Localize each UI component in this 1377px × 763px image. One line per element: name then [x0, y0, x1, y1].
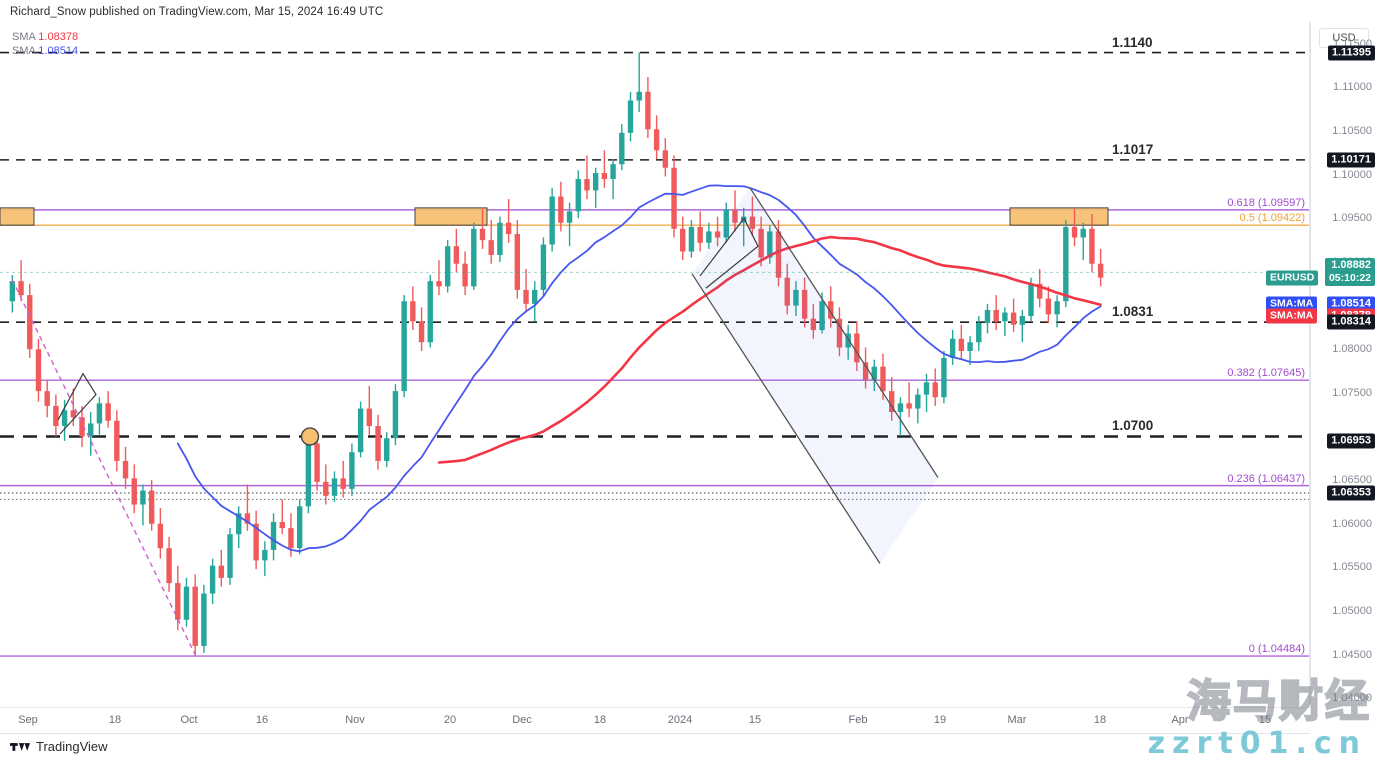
- time-axis[interactable]: Sep 18 Oct 16 Nov 20 Dec 18 2024 15 Feb 19 Mar 18 Apr 1…: [0, 708, 1310, 734]
- badge-countdown: 05:10:22: [1328, 272, 1371, 285]
- series-tag-eurusd[interactable]: EURUSD: [1266, 270, 1319, 286]
- price-tick: 1.10500: [1332, 125, 1372, 138]
- time-tick: Mar: [1007, 714, 1027, 726]
- tradingview-logo-text: TradingView: [36, 739, 108, 754]
- time-tick: 15: [1258, 714, 1272, 726]
- time-tick: 2024: [667, 714, 693, 726]
- time-tick: 20: [443, 714, 457, 726]
- price-tick: 1.11000: [1333, 81, 1372, 94]
- time-tick: 18: [108, 714, 122, 726]
- chart-pane[interactable]: SMA 1.08378 SMA 1.08514 1.1140 1.1017 1.…: [0, 22, 1310, 708]
- time-tick: Apr: [1171, 714, 1189, 726]
- time-tick: 18: [593, 714, 607, 726]
- price-tick: 1.06000: [1332, 517, 1372, 530]
- legend-sma-slow-value: 1.08378: [38, 31, 79, 43]
- fib-label-0618: 0.618 (1.09597): [1227, 196, 1305, 209]
- price-axis[interactable]: USD 1.11500 1.11000 1.10500 1.10000 1.09500 1…: [1310, 22, 1377, 708]
- price-tick: 1.05000: [1332, 605, 1372, 617]
- price-tick: 1.04500: [1332, 648, 1372, 661]
- price-badge-1-06353[interactable]: 1.06353: [1327, 485, 1375, 501]
- level-note-1-1017: 1.1017: [1112, 141, 1154, 157]
- price-tick: 1.09500: [1332, 212, 1372, 225]
- time-tick: Nov: [345, 714, 365, 726]
- series-tag-sma-ma[interactable]: SMA:MA: [1266, 296, 1318, 312]
- price-tick: 1.04000: [1332, 692, 1372, 705]
- fib-label-0382: 0.382 (1.07645): [1227, 367, 1305, 380]
- price-tick: 1.10000: [1332, 168, 1372, 181]
- tradingview-logo[interactable]: TradingView: [10, 739, 108, 754]
- legend-sma-fast-name: SMA: [12, 45, 36, 57]
- legend-row-sma-fast[interactable]: SMA 1.08514: [12, 44, 78, 58]
- time-tick: 15: [748, 714, 762, 726]
- candlestick-svg: [0, 51, 1309, 657]
- series-tag-sma-ma[interactable]: SMA:MA: [1266, 308, 1318, 324]
- price-tick: 1.07500: [1332, 386, 1372, 399]
- price-tick: 1.05500: [1332, 561, 1372, 574]
- legend-sma-fast-value: 1.08514: [38, 45, 79, 57]
- legend-row-sma-slow[interactable]: SMA 1.08378: [12, 30, 78, 44]
- price-badge-1-08514[interactable]: 1.08514: [1327, 296, 1375, 312]
- currency-selector[interactable]: USD: [1319, 28, 1369, 48]
- price-plot[interactable]: [0, 22, 1309, 707]
- time-tick: Dec: [512, 714, 532, 726]
- level-note-1-0831: 1.0831: [1112, 304, 1154, 320]
- time-tick: 16: [255, 714, 269, 726]
- price-tick: 1.08000: [1332, 343, 1372, 356]
- price-badge-1-11395[interactable]: 1.11395: [1327, 45, 1375, 61]
- time-tick: Sep: [18, 714, 38, 726]
- price-badge-1-08314[interactable]: 1.08314: [1327, 314, 1375, 330]
- price-badge-1-08882[interactable]: 1.08882 05:10:22: [1324, 258, 1375, 287]
- publisher-line: Richard_Snow published on TradingView.co…: [10, 6, 384, 18]
- fib-label-0: 0 (1.04484): [1248, 643, 1305, 656]
- price-badge-1-10171[interactable]: 1.10171: [1327, 152, 1375, 168]
- level-note-1-0700: 1.0700: [1112, 418, 1154, 434]
- price-badge-1-06953[interactable]: 1.06953: [1327, 433, 1375, 449]
- time-tick: Feb: [848, 714, 868, 726]
- candles: [9, 52, 1104, 657]
- badge-price: 1.08882: [1331, 259, 1371, 272]
- price-tick: 1.06500: [1332, 474, 1372, 487]
- indicator-legend: SMA 1.08378 SMA 1.08514: [12, 30, 78, 58]
- level-note-1-1140: 1.1140: [1112, 34, 1153, 50]
- fib-label-05: 0.5 (1.09422): [1239, 212, 1305, 225]
- legend-sma-slow-name: SMA: [12, 31, 36, 43]
- tradingview-mark-icon: [10, 742, 30, 751]
- fib-label-0236: 0.236 (1.06437): [1227, 472, 1305, 485]
- time-tick: 18: [1093, 714, 1107, 726]
- time-tick: 19: [933, 714, 947, 726]
- time-tick: Oct: [180, 714, 198, 726]
